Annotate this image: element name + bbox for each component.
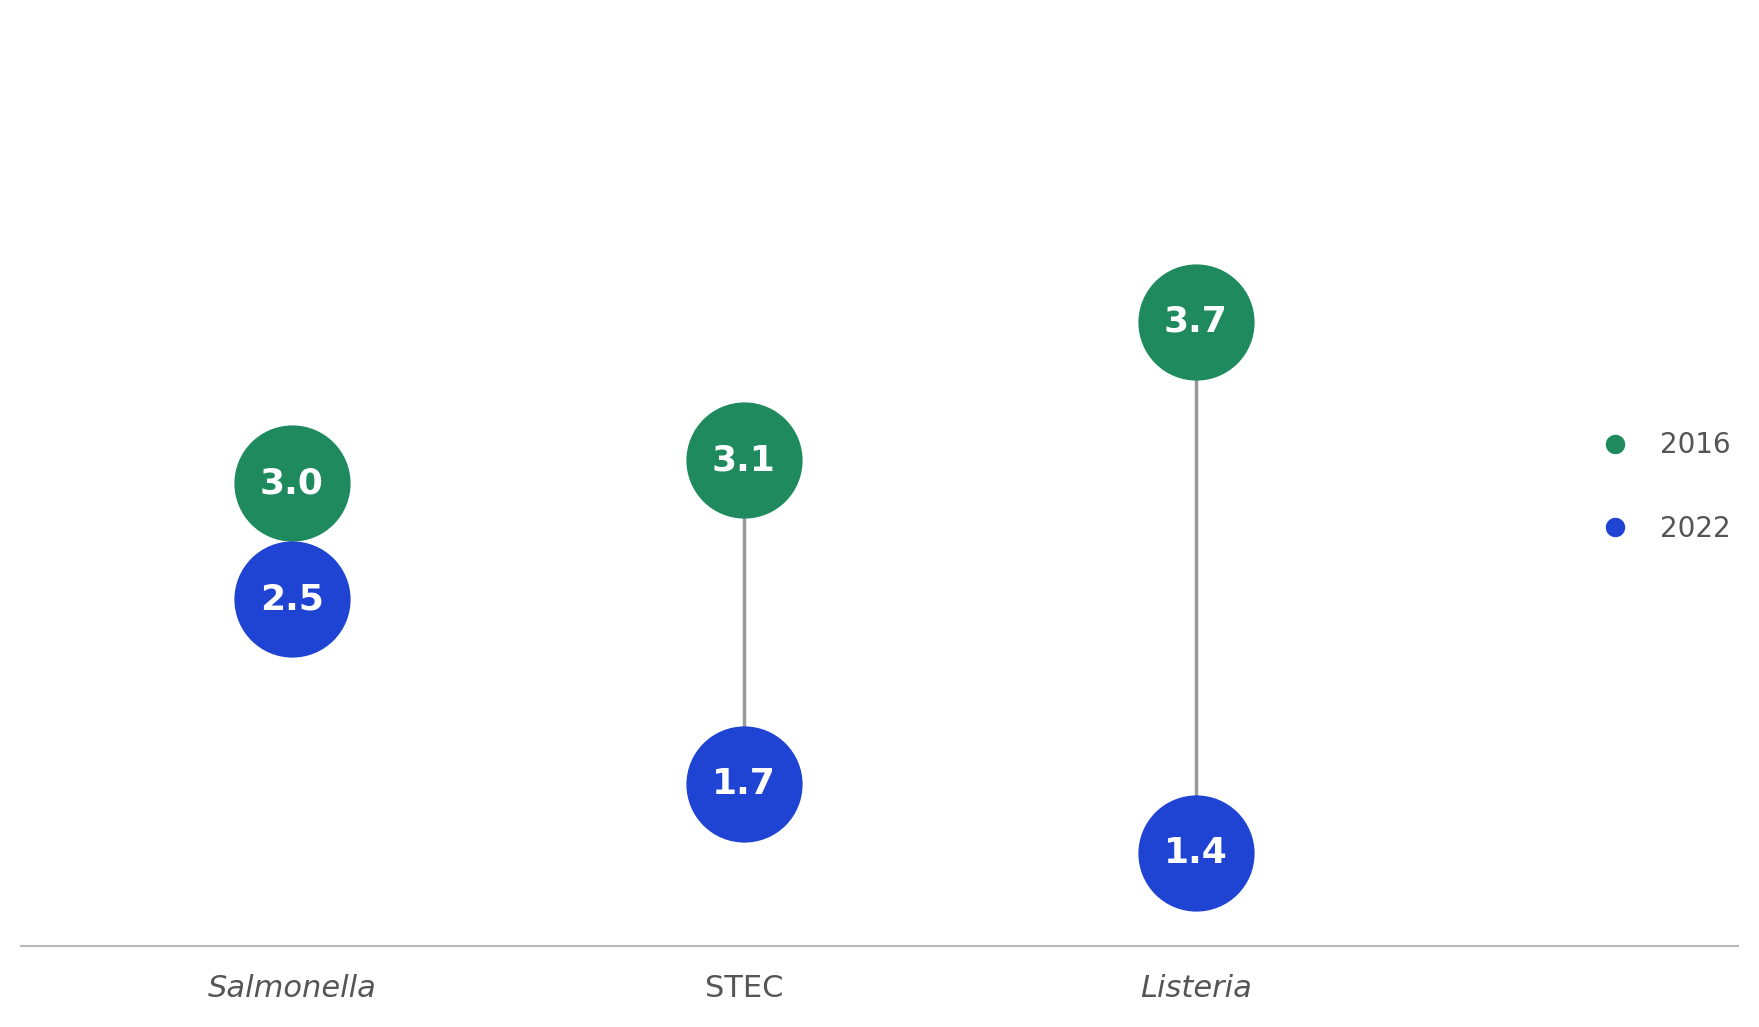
Point (730, 775, 758, 792)
Text: 1.7: 1.7 (712, 767, 776, 801)
Text: STEC: STEC (705, 974, 783, 1002)
Text: 3.0: 3.0 (260, 466, 324, 500)
Point (730, 452, 758, 468)
Point (278, 591, 306, 607)
Legend: 2016, 2022: 2016, 2022 (1576, 420, 1741, 554)
Text: 1.4: 1.4 (1164, 836, 1228, 871)
Point (278, 476, 306, 492)
Point (1182, 845, 1210, 862)
Text: 2.5: 2.5 (260, 582, 324, 616)
Text: 3.7: 3.7 (1164, 304, 1228, 339)
Text: Listeria: Listeria (1140, 974, 1252, 1002)
Point (1182, 313, 1210, 330)
Text: 3.1: 3.1 (712, 444, 776, 478)
Text: Salmonella: Salmonella (208, 974, 376, 1002)
